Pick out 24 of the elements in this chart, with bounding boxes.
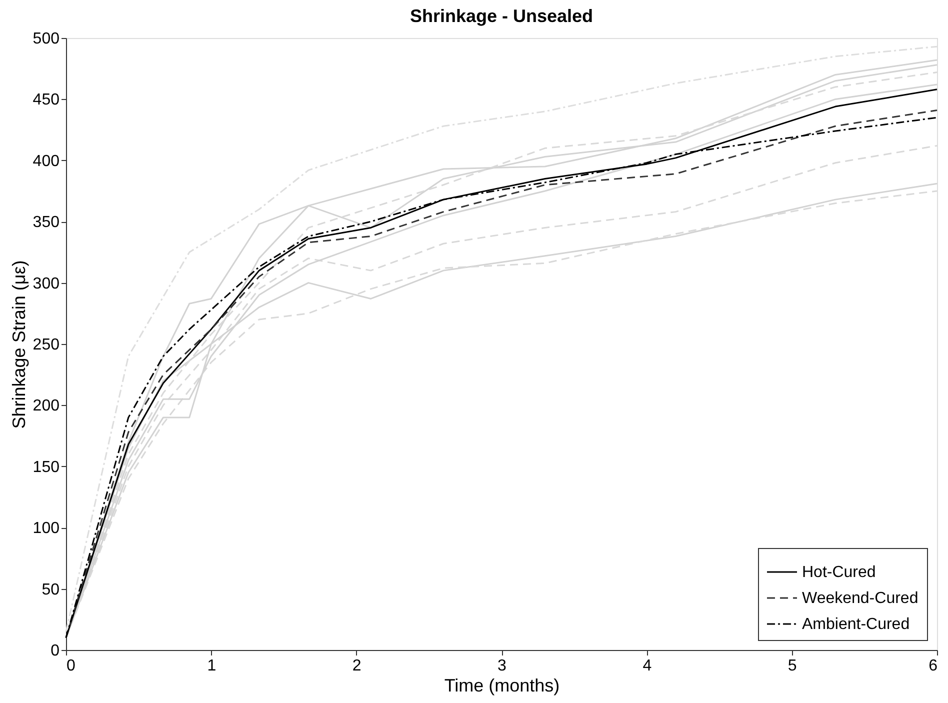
x-axis-title: Time (months) [444,676,560,696]
x-tick-label: 1 [207,658,216,674]
x-tick-label: 2 [352,658,362,674]
x-tick-label: 6 [928,658,938,674]
x-tick-label: 0 [66,658,76,674]
y-tick-label: 500 [32,30,60,48]
y-tick-label: 450 [32,92,60,109]
y-tick-label: 100 [32,520,60,538]
y-tick-label: 50 [42,581,60,598]
chart-title: Shrinkage - Unsealed [410,6,594,26]
y-tick-label: 350 [32,214,60,232]
y-tick-label: 0 [50,642,60,660]
legend-label: Weekend-Cured [802,590,918,607]
legend-label: Hot-Cured [802,564,876,581]
x-tick-label: 3 [498,658,507,674]
y-tick-label: 200 [32,398,60,415]
y-tick-label: 300 [32,275,60,292]
y-tick-label: 150 [32,458,60,476]
x-tick-label: 4 [642,658,652,674]
y-tick-label: 400 [32,152,60,170]
legend-label: Ambient-Cured [802,616,910,633]
y-tick-label: 250 [32,336,60,354]
x-tick-label: 5 [788,658,797,674]
y-axis-title: Shrinkage Strain (με) [8,260,29,429]
